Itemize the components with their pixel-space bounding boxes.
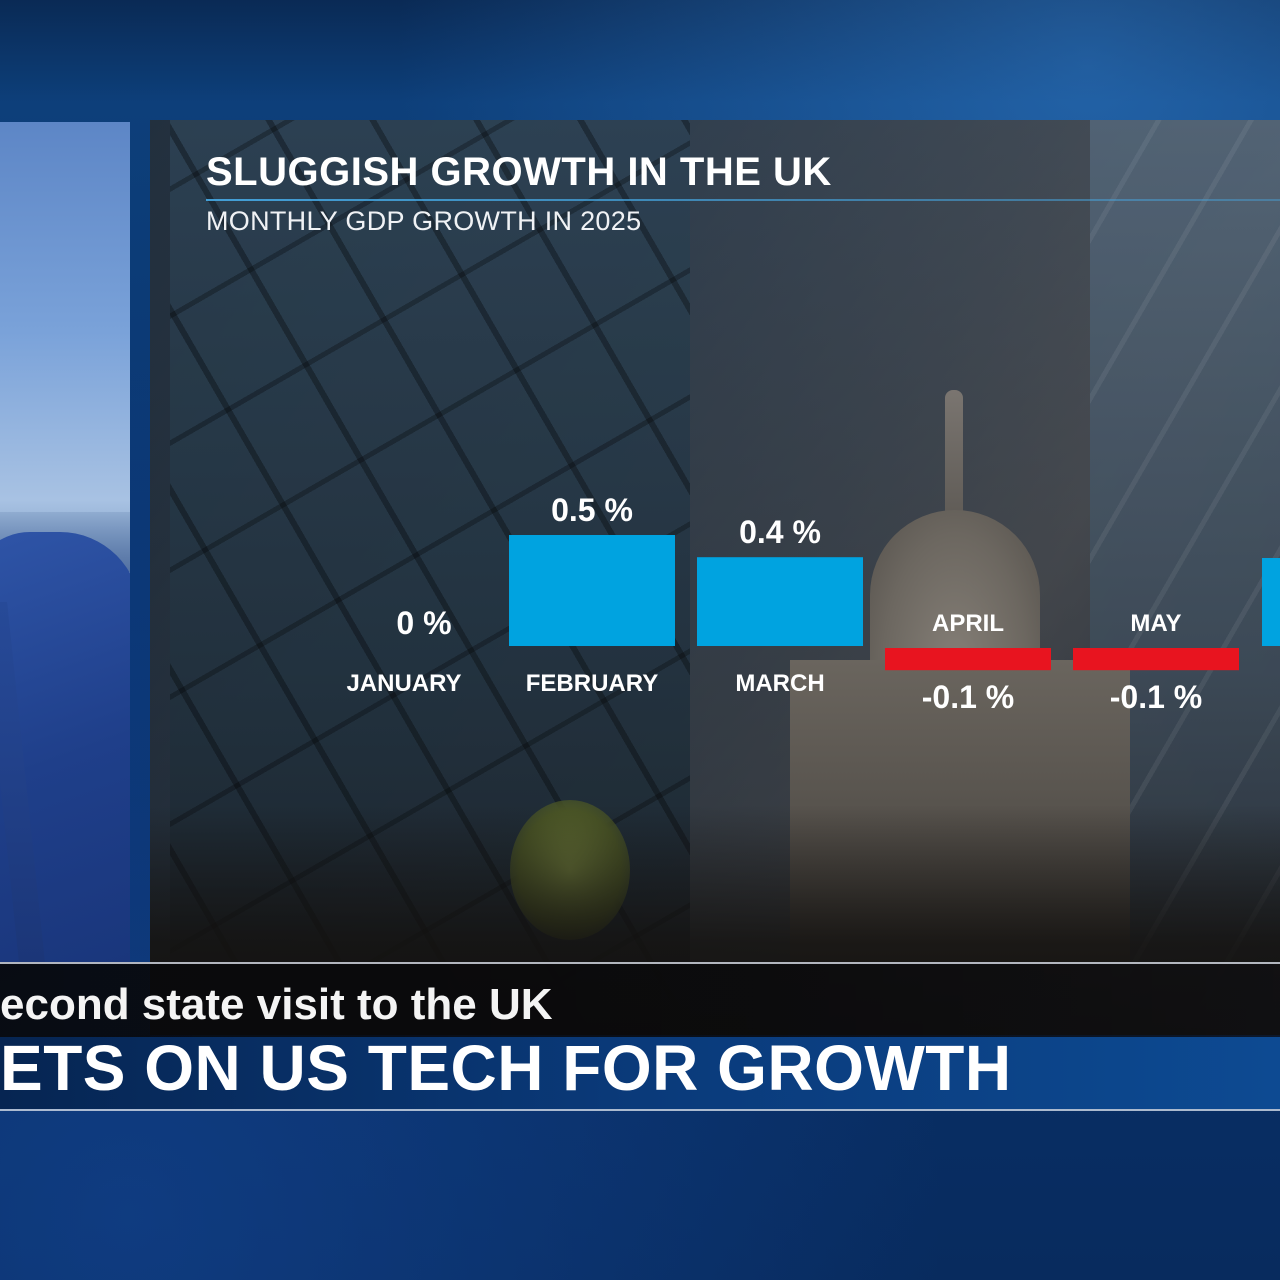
chart-subtitle: MONTHLY GDP GROWTH IN 2025	[206, 206, 642, 236]
category-label-january: JANUARY	[346, 670, 461, 697]
value-label-april: -0.1 %	[922, 679, 1014, 715]
lower-third-strip	[0, 962, 1280, 1039]
value-label-may: -0.1 %	[1110, 679, 1202, 715]
bar-april	[885, 648, 1051, 671]
category-label-march: MARCH	[735, 670, 824, 697]
ticker-headline: ETS ON US TECH FOR GROWTH	[0, 1032, 1012, 1104]
value-label-january: 0 %	[396, 605, 451, 641]
category-label-february: FEBRUARY	[526, 670, 658, 697]
category-label-april: APRIL	[932, 610, 1004, 637]
bar-next-clipped	[1262, 558, 1280, 646]
bar-may	[1073, 648, 1239, 671]
title-rule	[206, 199, 1280, 201]
bar-march	[697, 557, 863, 646]
presenter-video	[0, 122, 130, 962]
cathedral-spire	[945, 390, 963, 520]
headline-rule	[0, 1109, 1280, 1111]
value-label-march: 0.4 %	[739, 514, 821, 550]
headline-band	[0, 1037, 1280, 1109]
category-label-may: MAY	[1130, 610, 1181, 637]
value-label-february: 0.5 %	[551, 492, 633, 528]
ticker-subheadline: econd state visit to the UK	[0, 980, 553, 1029]
cathedral-dome	[870, 510, 1040, 670]
chart-title: SLUGGISH GROWTH IN THE UK	[206, 150, 832, 194]
bar-february	[509, 535, 675, 646]
